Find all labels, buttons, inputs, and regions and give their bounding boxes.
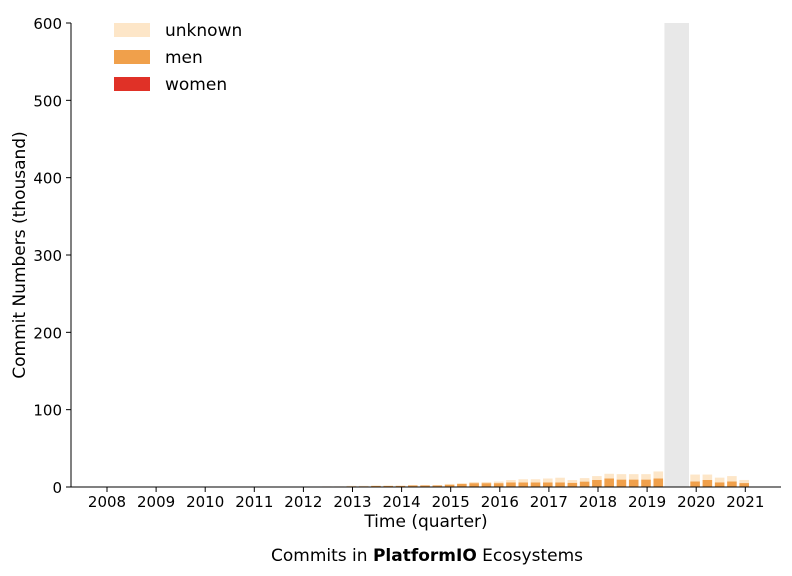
x-tick-label-2015: 2015	[432, 493, 470, 511]
bar-men-2015Q2	[457, 483, 467, 487]
legend-label-unknown: unknown	[165, 21, 242, 41]
bar-men-2021Q1	[739, 483, 749, 487]
bar-unknown-2020Q4	[727, 476, 737, 482]
bar-unknown-2019Q2	[653, 471, 664, 479]
bar-men-2015Q1	[444, 484, 455, 487]
bar-men-2013Q3	[371, 485, 381, 487]
x-tick-label-2011: 2011	[235, 493, 273, 511]
x-tick-label-2014: 2014	[383, 493, 421, 511]
x-axis-label: Time (quarter)	[363, 512, 487, 532]
bar-men-2018Q1	[592, 479, 602, 487]
chart-caption: Commits in PlatformIO Ecosystems	[0, 546, 792, 566]
x-tick-label-2019: 2019	[628, 493, 666, 511]
bar-men-2020Q4	[727, 481, 737, 487]
bar-men-2017Q2	[555, 482, 565, 487]
legend: unknown men women	[114, 21, 242, 95]
bar-men-2016Q4	[530, 482, 541, 487]
bar-unknown-2013Q3	[371, 485, 381, 486]
bar-men-2018Q4	[628, 479, 639, 487]
caption-prefix: Commits in	[270, 546, 373, 566]
y-tick-label-300: 300	[33, 247, 62, 265]
bar-men-2014Q4	[432, 485, 443, 487]
bar-men-2016Q1	[493, 483, 504, 487]
x-tick-label-2018: 2018	[579, 493, 617, 511]
bar-unknown-2017Q1	[543, 478, 553, 483]
bar-unknown-2016Q3	[518, 479, 529, 483]
y-tick-label-100: 100	[33, 402, 62, 420]
bar-men-2016Q2	[506, 482, 516, 487]
bar-unknown-2015Q1	[444, 483, 455, 485]
bar-unknown-2021Q1	[739, 479, 749, 484]
bar-unknown-2017Q4	[579, 478, 590, 482]
bar-men-2015Q3	[469, 483, 479, 487]
bar-unknown-2019Q1	[641, 474, 651, 480]
x-tick-label-2012: 2012	[284, 493, 322, 511]
bar-unknown-2020Q3	[714, 477, 725, 483]
bar-unknown-2013Q4	[383, 485, 394, 486]
bar-unknown-2016Q1	[493, 481, 504, 484]
x-tick-label-2017: 2017	[530, 493, 568, 511]
x-tick-label-2013: 2013	[333, 493, 371, 511]
x-tick-label-2016: 2016	[481, 493, 519, 511]
bar-unknown-2015Q2	[457, 483, 467, 484]
bar-unknown-2018Q1	[592, 476, 602, 480]
caption-ecosystem-name: PlatformIO	[372, 546, 477, 566]
bar-men-2019Q2	[653, 478, 664, 487]
bar-men-2019Q1	[641, 479, 651, 487]
bar-unknown-2018Q4	[628, 474, 639, 480]
bar-men-2014Q2	[407, 485, 418, 487]
bar-men-2015Q4	[481, 483, 492, 487]
bar-men-2017Q1	[543, 482, 553, 487]
y-tick-label-0: 0	[52, 479, 62, 497]
bar-unknown-2017Q2	[555, 477, 565, 483]
bar-men-2020Q1	[690, 481, 700, 487]
bar-men-2014Q3	[420, 485, 430, 487]
y-axis-label: Commit Numbers (thousand)	[10, 131, 30, 378]
x-tick-label-2010: 2010	[186, 493, 224, 511]
bar-unknown-2018Q3	[616, 474, 627, 480]
bar-men-2014Q1	[395, 485, 406, 487]
y-tick-label-500: 500	[33, 92, 62, 110]
bar-unknown-2016Q4	[530, 479, 541, 483]
y-tick-label-200: 200	[33, 324, 62, 342]
y-tick-label-400: 400	[33, 170, 62, 188]
x-tick-label-2008: 2008	[88, 493, 126, 511]
bar-men-2017Q4	[579, 481, 590, 487]
x-tick-label-2020: 2020	[677, 493, 715, 511]
bar-unknown-2016Q2	[506, 480, 516, 483]
caption-suffix: Ecosystems	[476, 546, 583, 566]
bar-men-2016Q3	[518, 482, 529, 487]
legend-swatch-men	[114, 50, 150, 64]
bar-unknown-2017Q3	[567, 480, 578, 483]
bar-unknown-2020Q1	[690, 474, 700, 482]
y-tick-label-600: 600	[33, 15, 62, 33]
bar-unknown-2015Q4	[481, 481, 492, 484]
commits-chart: 0 100 200 300 400 500 600 2008 2009 2010 2011 2012…	[10, 15, 781, 532]
x-tick-label-2021: 2021	[726, 493, 764, 511]
bar-men-2017Q3	[567, 482, 578, 487]
bar-unknown-2018Q2	[604, 473, 614, 479]
x-tick-label-2009: 2009	[137, 493, 175, 511]
bar-men-2018Q3	[616, 479, 627, 487]
bar-men-2020Q3	[714, 482, 725, 487]
legend-label-men: men	[165, 48, 203, 68]
bar-unknown-2015Q3	[469, 481, 479, 484]
bar-unknown-2020Q2	[702, 474, 713, 480]
missing-data-band	[664, 23, 689, 487]
bar-men-2013Q4	[383, 485, 394, 487]
legend-label-women: women	[165, 75, 227, 95]
bar-men-2018Q2	[604, 478, 614, 487]
legend-swatch-women	[114, 77, 150, 91]
legend-swatch-unknown	[114, 23, 150, 37]
bar-men-2020Q2	[702, 479, 713, 487]
